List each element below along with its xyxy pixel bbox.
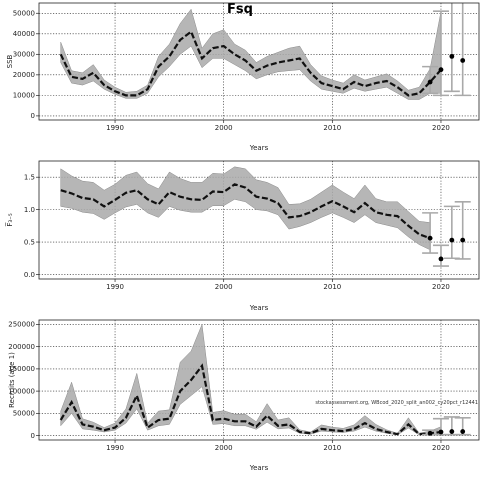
estimate-line [59, 29, 442, 97]
forecast-point [449, 237, 455, 243]
x-tick-label: 1990 [106, 283, 124, 291]
plot-frame [38, 160, 480, 280]
y-tick-label: 10000 [13, 92, 35, 100]
annotation-text: stockassessment.org, WBcod_2020_split_an… [315, 400, 478, 406]
y-tick-label: 0 [31, 432, 35, 440]
y-axis-label: Recruits (age 1) [8, 352, 16, 408]
forecast-point [460, 58, 466, 63]
x-tick-label: 2010 [323, 444, 341, 452]
chart-fbar: 0.0 0.5 1.0 1.5 1990 2000 2010 2020 Years F̅₃₋₅ [5, 160, 480, 312]
figure-title: Fsq [227, 2, 253, 17]
forecast-point [427, 79, 433, 85]
y-tick-label: 20000 [13, 71, 35, 79]
forecast-point [449, 429, 455, 434]
y-tick-label: 0.0 [24, 271, 35, 279]
y-tick-label: 30000 [13, 51, 35, 59]
x-tick-label: 2010 [323, 124, 341, 132]
x-axis-label: Years [249, 304, 269, 312]
x-tick-label: 2010 [323, 283, 341, 291]
y-tick-label: 50000 [13, 410, 35, 418]
forecast-point [438, 67, 444, 73]
y-axis-label: SSB [6, 54, 14, 68]
y-tick-label: 150000 [8, 365, 35, 373]
forecast-point [427, 430, 433, 436]
x-tick-label: 2020 [432, 283, 450, 291]
x-tick-label: 2020 [432, 444, 450, 452]
y-tick-label: 200000 [8, 343, 35, 351]
y-tick-label: 100000 [8, 387, 35, 395]
x-axis-label: Years [249, 464, 269, 472]
y-axis-label: F̅₃₋₅ [5, 213, 14, 227]
y-tick-label: 40000 [13, 30, 35, 38]
y-tick-label: 0 [31, 112, 35, 120]
y-tick-label: 250000 [8, 321, 35, 329]
x-tick-label: 2000 [215, 444, 233, 452]
confidence-band [60, 323, 442, 436]
forecast-point [460, 237, 466, 243]
confidence-band [60, 166, 431, 251]
y-tick-label: 1.5 [24, 174, 35, 182]
y-tick-label: 1.0 [24, 206, 35, 214]
forecast-point [449, 53, 455, 59]
x-tick-label: 1990 [106, 124, 124, 132]
x-tick-label: 1990 [106, 444, 124, 452]
x-tick-label: 2000 [215, 283, 233, 291]
forecast-point [460, 429, 466, 434]
x-axis-label: Years [249, 144, 269, 152]
chart-ssb: 0 10000 20000 30000 40000 50000 1990 2000 2010 20… [6, 2, 480, 152]
forecast-point [438, 429, 444, 435]
x-tick-label: 2000 [215, 124, 233, 132]
estimate-line [60, 183, 431, 240]
forecast-point [438, 256, 444, 262]
estimate-line [59, 363, 442, 436]
plot-frame [38, 2, 480, 121]
forecast-point [427, 235, 433, 241]
plot-frame [38, 319, 480, 441]
x-tick-label: 2020 [432, 124, 450, 132]
y-tick-label: 0.5 [24, 238, 35, 246]
y-tick-label: 50000 [13, 10, 35, 18]
chart-recruits: 0 50000 100000 150000 200000 250000 1990 2000 20… [8, 319, 480, 472]
